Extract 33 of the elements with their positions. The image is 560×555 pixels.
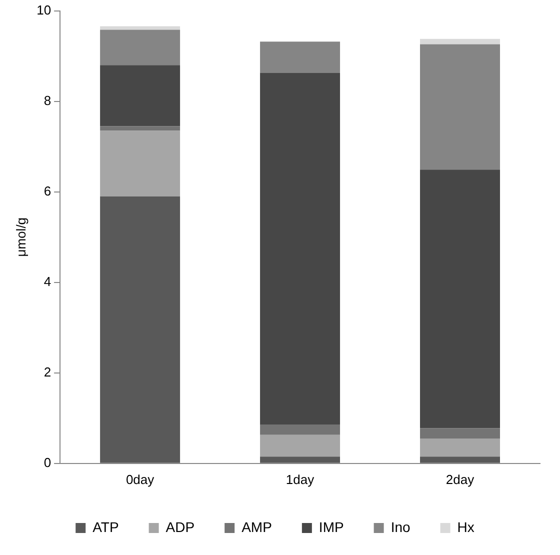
bar [260,434,340,457]
legend-label: IMP [318,518,344,535]
y-tick-label: 10 [36,2,52,18]
y-axis-title: μmol/g [13,217,28,257]
legend-label: Hx [457,518,474,535]
y-tick-label: 0 [44,454,52,470]
y-tick-label: 2 [44,364,52,380]
bar [100,65,180,126]
bar [420,428,500,439]
y-tick-label: 8 [44,92,52,108]
bar [420,438,500,457]
y-tick-label: 6 [44,183,52,198]
bar [260,456,340,463]
bar [100,196,180,463]
bar [260,42,340,73]
bar [260,72,340,425]
bar [420,38,500,44]
bar [100,26,180,30]
bar [420,170,500,428]
bar [100,126,180,131]
bar [260,424,340,435]
legend-label: ATP [92,518,119,535]
bar [100,130,180,196]
x-tick-label: 1day [286,472,315,487]
x-tick-label: 0day [126,472,155,487]
bar [420,44,500,170]
legend-label: ADP [166,518,195,535]
x-tick-label: 2day [446,472,475,487]
bar [100,30,180,66]
bar [420,456,500,463]
y-tick-label: 4 [44,274,52,289]
legend-label: Ino [390,518,410,535]
legend-label: AMP [242,518,272,535]
